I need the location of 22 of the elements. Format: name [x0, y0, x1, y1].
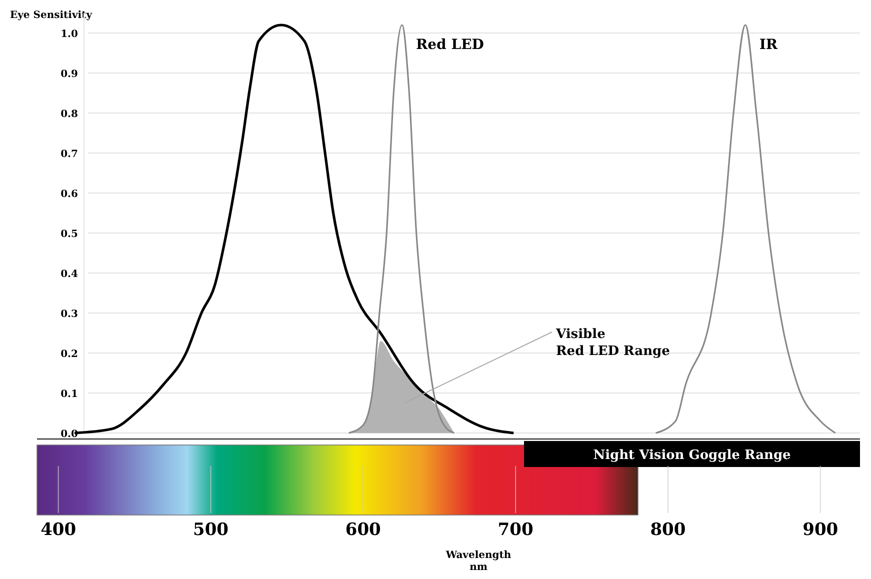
series-label: Red LED — [416, 37, 484, 53]
y-tick-label: 0.2 — [60, 349, 78, 360]
text: Night Vision Goggle Range — [593, 448, 791, 463]
y-tick-label: 0.3 — [60, 309, 78, 320]
x-tick-label: 600 — [345, 520, 382, 540]
y-tick-label: 0.8 — [60, 109, 78, 120]
y-tick-label: 0.6 — [60, 189, 78, 200]
y-tick-label: 0.4 — [60, 269, 78, 280]
x-tick-label: 900 — [802, 520, 838, 540]
x-tick-label: 400 — [40, 520, 76, 540]
y-tick-label: 1.0 — [60, 29, 78, 40]
y-tick-label: 0.9 — [60, 69, 78, 80]
x-axis-title: Wavelength nm — [444, 550, 512, 573]
y-tick-label: 0.7 — [60, 149, 78, 160]
y-axis-title: Eye Sensitivity — [10, 10, 94, 21]
x-tick-label: 800 — [650, 520, 686, 540]
y-tick-label: 0.1 — [60, 389, 78, 400]
series-label: IR — [759, 37, 778, 53]
x-tick-label: 700 — [498, 520, 534, 540]
annotation: Visible Red LED Range — [555, 327, 670, 359]
y-tick-label: 0.5 — [60, 229, 78, 240]
x-tick-label: 500 — [192, 520, 229, 540]
